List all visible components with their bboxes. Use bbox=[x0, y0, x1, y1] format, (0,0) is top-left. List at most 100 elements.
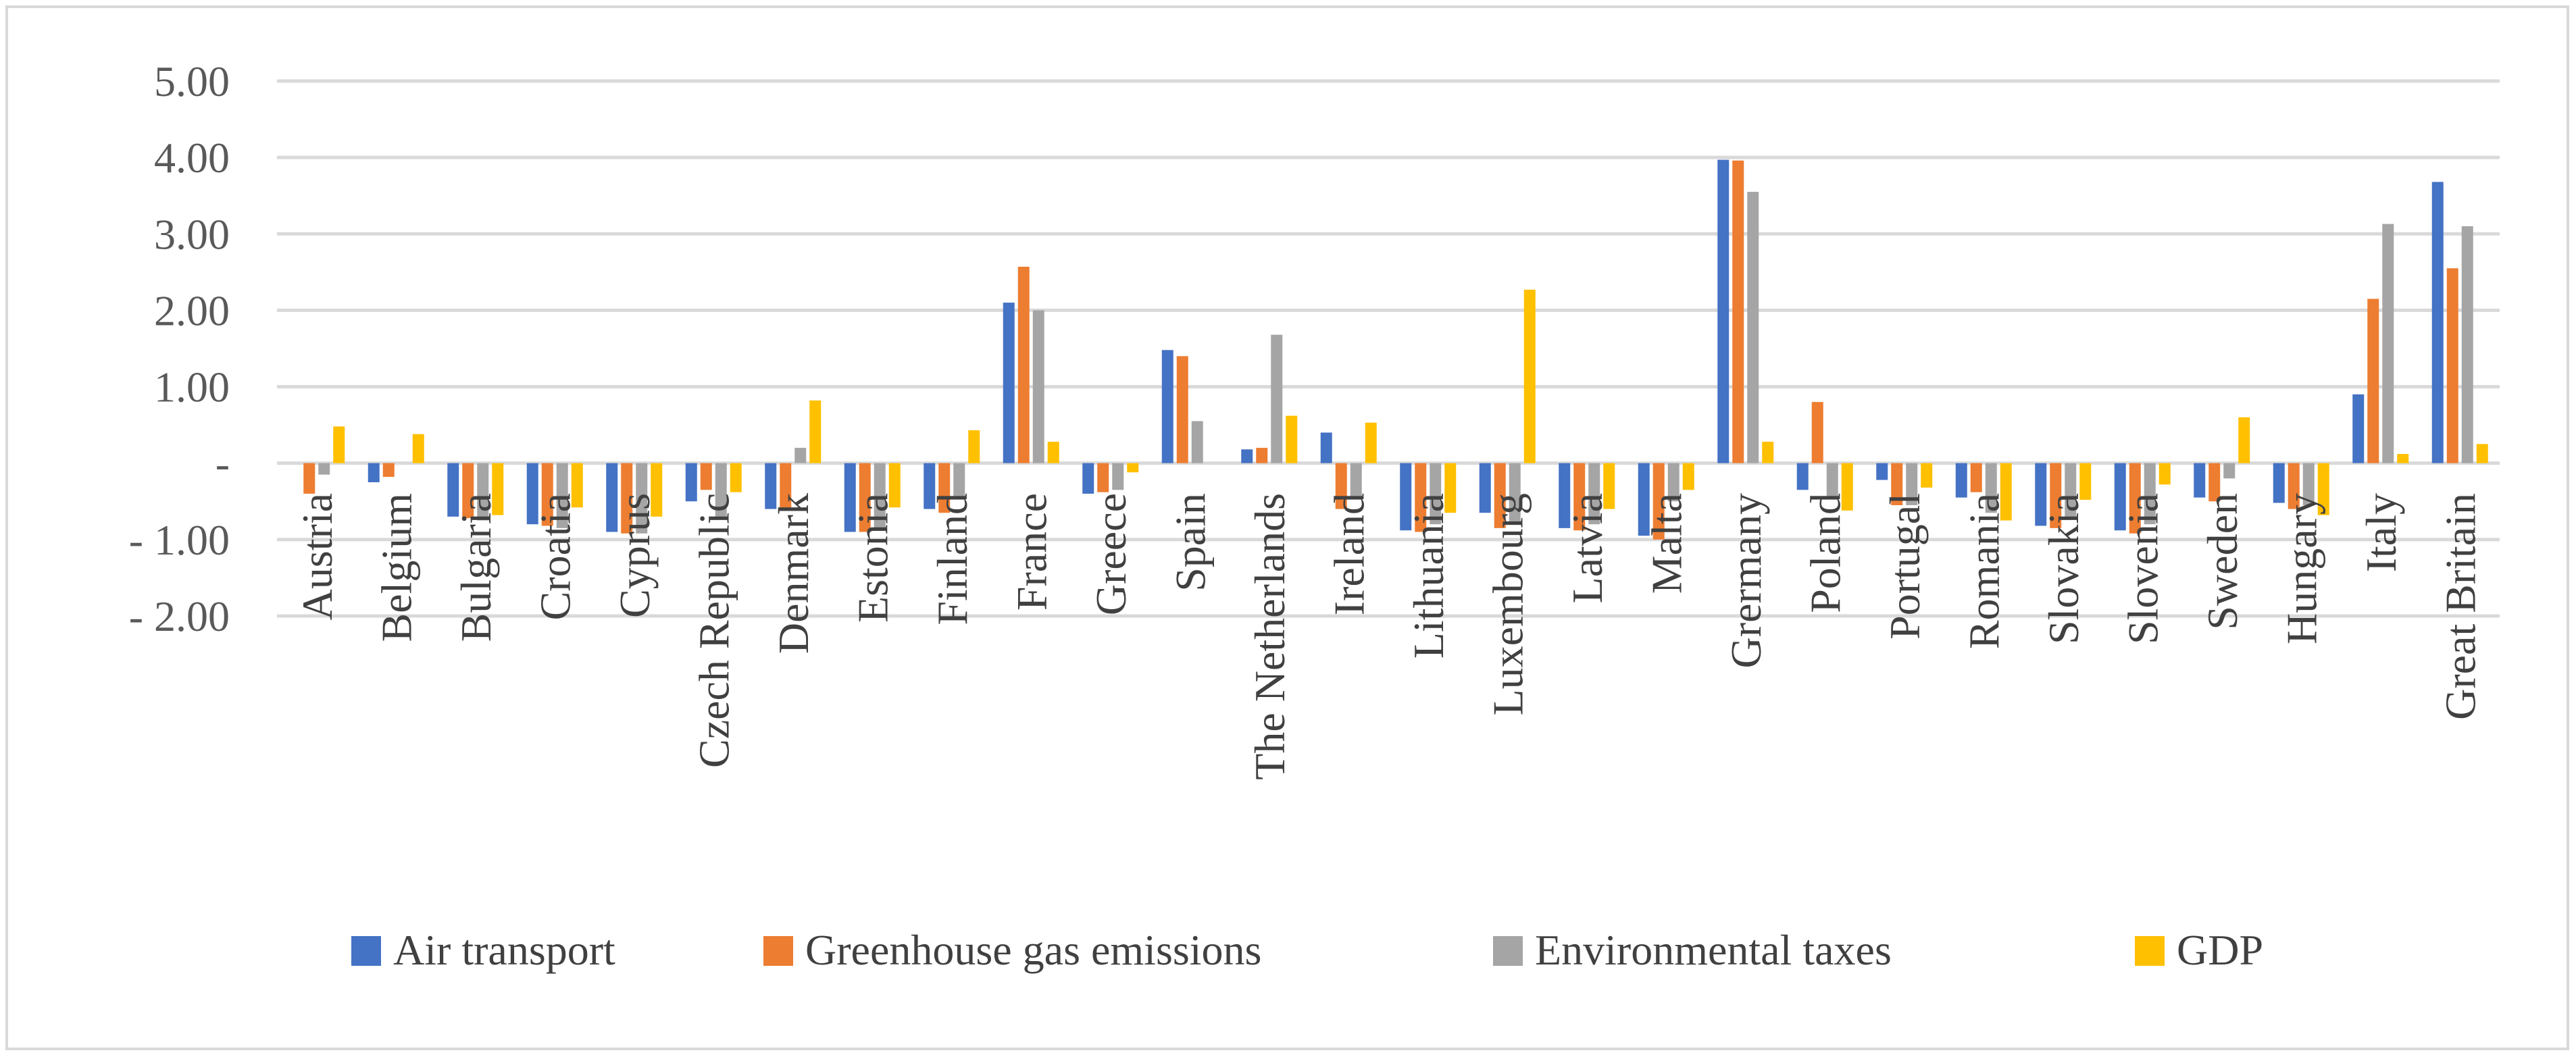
bar-air-transport-4 bbox=[606, 463, 618, 532]
bar-gdp-22 bbox=[2079, 463, 2092, 500]
bar-greenhouse-gas-emissions-21 bbox=[1970, 463, 1982, 492]
category-label: Grermany bbox=[1722, 493, 1770, 668]
bar-gdp-3 bbox=[571, 463, 583, 508]
category-label: Finland bbox=[928, 493, 976, 625]
bar-greenhouse-gas-emissions-3 bbox=[541, 463, 553, 526]
bar-gdp-0 bbox=[333, 426, 345, 463]
bar-environmental-taxes-9 bbox=[1032, 310, 1044, 463]
bar-environmental-taxes-25 bbox=[2302, 463, 2315, 505]
bar-environmental-taxes-23 bbox=[2144, 463, 2156, 525]
bar-greenhouse-gas-emissions-0 bbox=[303, 463, 315, 494]
y-tick-label: 4.00 bbox=[154, 134, 230, 182]
bar-gdp-7 bbox=[888, 463, 901, 508]
y-tick-label: 3.00 bbox=[154, 210, 230, 258]
y-tick-label: - 2.00 bbox=[129, 592, 230, 640]
bar-environmental-taxes-10 bbox=[1112, 463, 1124, 490]
legend: Air transport Greenhouse gas emissions Env… bbox=[351, 926, 2263, 974]
bar-air-transport-12 bbox=[1241, 449, 1253, 463]
bar-air-transport-14 bbox=[1400, 463, 1412, 531]
legend-swatch bbox=[1493, 936, 1523, 966]
bar-environmental-taxes-22 bbox=[2065, 463, 2077, 517]
category-label: Luxembourg bbox=[1484, 493, 1532, 715]
bar-greenhouse-gas-emissions-16 bbox=[1573, 463, 1586, 531]
bar-gdp-15 bbox=[1523, 289, 1536, 463]
bar-air-transport-5 bbox=[685, 463, 697, 502]
category-label: Sweden bbox=[2198, 493, 2246, 630]
y-tick-label: 1.00 bbox=[154, 363, 230, 411]
bar-gdp-25 bbox=[2317, 463, 2329, 515]
bar-air-transport-16 bbox=[1559, 463, 1571, 528]
bar-gdp-1 bbox=[412, 434, 424, 463]
bar-greenhouse-gas-emissions-22 bbox=[2050, 463, 2062, 528]
bar-greenhouse-gas-emissions-5 bbox=[700, 463, 712, 490]
bar-greenhouse-gas-emissions-11 bbox=[1176, 356, 1188, 463]
bar-environmental-taxes-21 bbox=[1985, 463, 1997, 513]
bar-gdp-19 bbox=[1841, 463, 1853, 511]
bar-gdp-26 bbox=[2397, 454, 2409, 463]
bar-greenhouse-gas-emissions-20 bbox=[1891, 463, 1903, 505]
bar-gdp-17 bbox=[1682, 463, 1694, 490]
bar-air-transport-17 bbox=[1638, 463, 1650, 536]
bar-environmental-taxes-27 bbox=[2461, 226, 2473, 463]
bar-environmental-taxes-8 bbox=[953, 463, 965, 498]
bar-gdp-8 bbox=[968, 430, 980, 463]
bar-gdp-9 bbox=[1047, 442, 1059, 463]
bar-air-transport-13 bbox=[1320, 432, 1332, 463]
bar-air-transport-18 bbox=[1717, 159, 1729, 463]
y-tick-label: 2.00 bbox=[154, 286, 230, 334]
category-label: Lithuania bbox=[1405, 493, 1453, 659]
category-label: Croatia bbox=[531, 493, 579, 620]
bar-greenhouse-gas-emissions-24 bbox=[2208, 463, 2221, 502]
legend-swatch bbox=[351, 936, 381, 966]
category-label: Belgium bbox=[372, 493, 420, 642]
bar-environmental-taxes-14 bbox=[1430, 463, 1442, 525]
bar-gdp-10 bbox=[1127, 463, 1139, 473]
category-label: Spain bbox=[1166, 493, 1214, 592]
legend-swatch bbox=[763, 936, 793, 966]
y-axis: 5.00 4.00 3.00 2.00 1.00 - - 1.00 - 2.00 bbox=[129, 57, 230, 640]
category-label: Estonia bbox=[849, 493, 896, 623]
bar-greenhouse-gas-emissions-26 bbox=[2367, 299, 2379, 463]
bar-gdp-23 bbox=[2158, 463, 2171, 485]
bar-environmental-taxes-18 bbox=[1747, 192, 1759, 463]
bar-greenhouse-gas-emissions-4 bbox=[621, 463, 633, 534]
category-label: Hungary bbox=[2277, 493, 2325, 644]
category-label: Czech Republic bbox=[690, 493, 738, 768]
bar-air-transport-15 bbox=[1479, 463, 1491, 513]
bar-environmental-taxes-16 bbox=[1588, 463, 1600, 525]
bar-greenhouse-gas-emissions-13 bbox=[1335, 463, 1347, 509]
bar-air-transport-9 bbox=[1003, 303, 1015, 463]
category-label: Ireland bbox=[1325, 493, 1373, 615]
bar-environmental-taxes-6 bbox=[794, 448, 807, 463]
bar-greenhouse-gas-emissions-25 bbox=[2288, 463, 2300, 509]
bar-gdp-2 bbox=[492, 463, 504, 515]
bar-greenhouse-gas-emissions-10 bbox=[1097, 463, 1109, 492]
bar-air-transport-10 bbox=[1082, 463, 1094, 494]
bar-air-transport-22 bbox=[2035, 463, 2047, 526]
bar-environmental-taxes-24 bbox=[2223, 463, 2236, 479]
bar-greenhouse-gas-emissions-2 bbox=[462, 463, 474, 519]
bar-air-transport-26 bbox=[2352, 394, 2365, 463]
bar-air-transport-19 bbox=[1796, 463, 1809, 490]
bar-environmental-taxes-3 bbox=[556, 463, 568, 528]
bar-environmental-taxes-15 bbox=[1509, 463, 1521, 523]
category-label: France bbox=[1007, 493, 1055, 611]
x-axis: Austria Belgium Bulgaria Croatia Cyprus Czech… bbox=[293, 493, 2485, 780]
bar-gdp-20 bbox=[1921, 463, 1933, 488]
legend-label: Greenhouse gas emissions bbox=[805, 926, 1261, 974]
bar-air-transport-20 bbox=[1876, 463, 1888, 480]
bar-gdp-4 bbox=[651, 463, 663, 517]
bar-greenhouse-gas-emissions-12 bbox=[1256, 448, 1268, 463]
legend-label: GDP bbox=[2177, 926, 2263, 974]
chart-frame bbox=[5, 5, 2569, 1050]
bar-environmental-taxes-13 bbox=[1350, 463, 1362, 498]
category-label: Italy bbox=[2357, 493, 2405, 572]
category-label: Greece bbox=[1087, 493, 1135, 615]
bar-environmental-taxes-11 bbox=[1191, 421, 1203, 463]
bar-greenhouse-gas-emissions-6 bbox=[780, 463, 792, 511]
bar-gdp-16 bbox=[1603, 463, 1615, 509]
bar-environmental-taxes-4 bbox=[636, 463, 648, 534]
bar-environmental-taxes-19 bbox=[1826, 463, 1838, 498]
bar-environmental-taxes-17 bbox=[1667, 463, 1680, 502]
bar-gdp-12 bbox=[1286, 415, 1298, 463]
